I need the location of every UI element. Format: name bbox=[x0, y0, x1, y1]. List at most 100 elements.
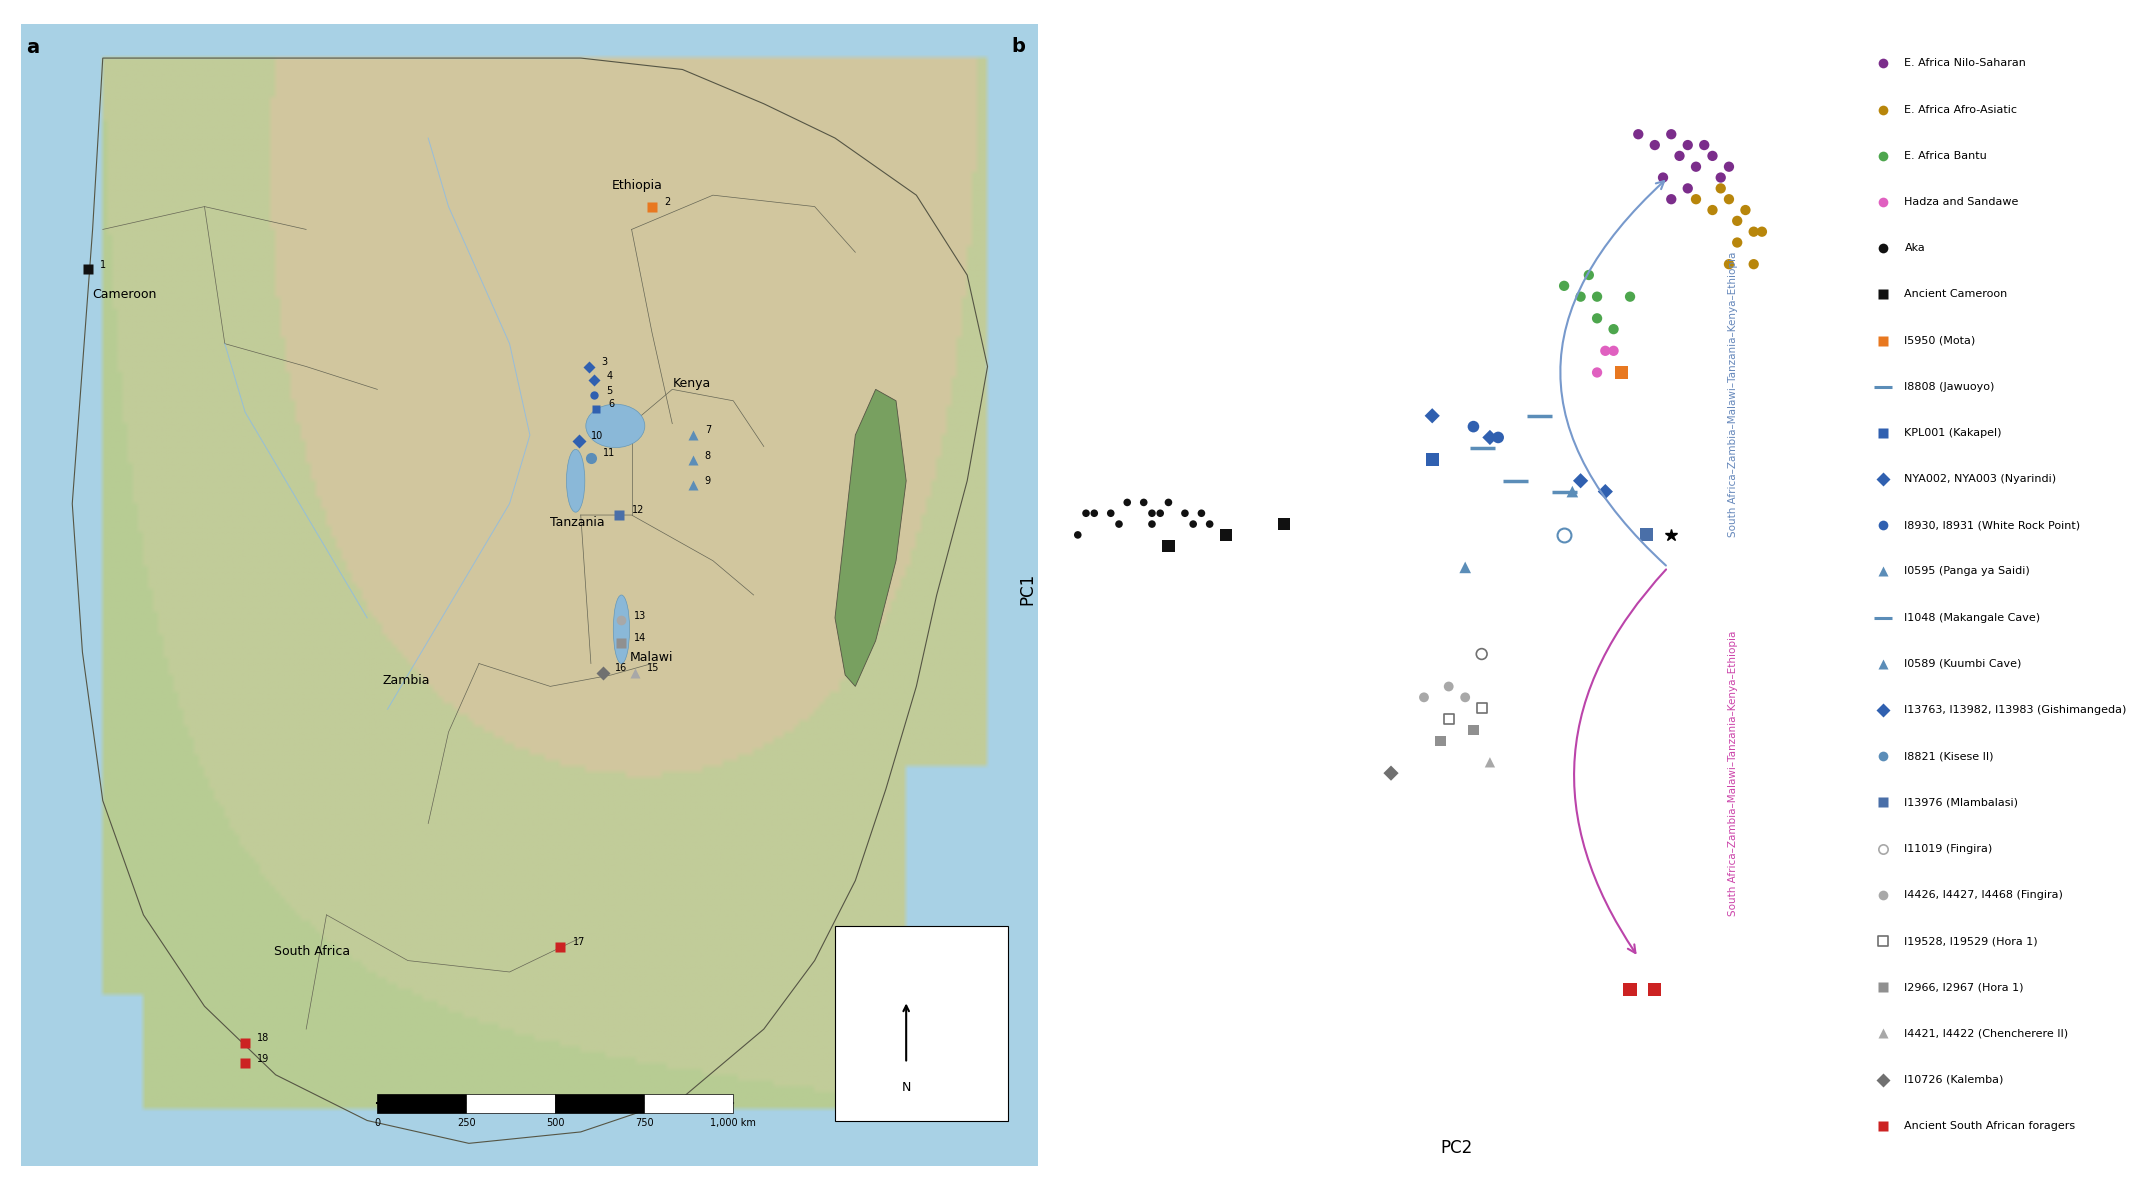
Text: I4426, I4427, I4468 (Fingira): I4426, I4427, I4468 (Fingira) bbox=[1905, 890, 2064, 900]
Text: 14: 14 bbox=[634, 633, 647, 644]
Point bbox=[1184, 503, 1218, 522]
Text: 10: 10 bbox=[591, 431, 604, 441]
Point bbox=[1548, 276, 1582, 295]
Point bbox=[1606, 363, 1640, 382]
Text: E. Africa Nilo-Saharan: E. Africa Nilo-Saharan bbox=[1905, 58, 2025, 68]
Point bbox=[1687, 136, 1721, 155]
Point bbox=[1432, 709, 1467, 728]
Text: b: b bbox=[1013, 37, 1026, 56]
Point bbox=[1745, 223, 1779, 242]
Ellipse shape bbox=[587, 405, 644, 447]
Point bbox=[1704, 168, 1738, 187]
Point bbox=[1473, 428, 1507, 447]
Point bbox=[1060, 525, 1094, 544]
Point bbox=[1456, 416, 1490, 436]
Point bbox=[1548, 525, 1582, 544]
Point bbox=[1424, 731, 1458, 750]
Point bbox=[1375, 764, 1409, 783]
Point bbox=[1554, 482, 1589, 501]
Text: Tanzania: Tanzania bbox=[550, 516, 606, 530]
Text: KPL001 (Kakapel): KPL001 (Kakapel) bbox=[1905, 428, 2002, 438]
Point bbox=[1679, 189, 1713, 208]
Text: I8930, I8931 (White Rock Point): I8930, I8931 (White Rock Point) bbox=[1905, 520, 2081, 531]
Point bbox=[1589, 482, 1623, 501]
Text: Ancient South African foragers: Ancient South African foragers bbox=[1905, 1121, 2075, 1130]
Text: Aka: Aka bbox=[1905, 243, 1925, 253]
Text: 19: 19 bbox=[257, 1054, 270, 1064]
Point bbox=[1704, 178, 1738, 198]
Point bbox=[1670, 178, 1704, 198]
Text: I13976 (Mlambalasi): I13976 (Mlambalasi) bbox=[1905, 797, 2019, 808]
Text: Kenya: Kenya bbox=[672, 377, 711, 390]
Point bbox=[1175, 514, 1210, 533]
Text: I0589 (Kuumbi Cave): I0589 (Kuumbi Cave) bbox=[1905, 659, 2021, 669]
Point bbox=[1655, 125, 1689, 144]
Polygon shape bbox=[835, 389, 906, 687]
Point bbox=[1109, 493, 1143, 512]
Text: 18: 18 bbox=[257, 1033, 270, 1044]
Text: Zambia: Zambia bbox=[383, 674, 430, 687]
Text: 1: 1 bbox=[101, 259, 105, 270]
Text: 12: 12 bbox=[632, 506, 644, 515]
Point bbox=[1865, 932, 1901, 951]
Point bbox=[1865, 839, 1901, 858]
FancyArrowPatch shape bbox=[1574, 570, 1666, 953]
Text: E. Africa Afro-Asiatic: E. Africa Afro-Asiatic bbox=[1905, 105, 2017, 114]
Text: I10726 (Kalemba): I10726 (Kalemba) bbox=[1905, 1075, 2004, 1084]
Text: I4421, I4422 (Chencherere II): I4421, I4422 (Chencherere II) bbox=[1905, 1028, 2068, 1039]
Text: Malawi: Malawi bbox=[629, 651, 672, 664]
Text: South Africa–Zambia–Malawi–Tanzania–Kenya–Ethiopia: South Africa–Zambia–Malawi–Tanzania–Keny… bbox=[1728, 631, 1738, 916]
Text: I0595 (Panga ya Saidi): I0595 (Panga ya Saidi) bbox=[1905, 566, 2030, 576]
Text: 17: 17 bbox=[572, 938, 584, 947]
Bar bbox=[644, 1095, 732, 1113]
Text: 500: 500 bbox=[546, 1119, 565, 1128]
Point bbox=[1736, 223, 1771, 242]
Point bbox=[1210, 525, 1244, 544]
Text: 4: 4 bbox=[606, 370, 612, 381]
FancyArrowPatch shape bbox=[1561, 181, 1666, 565]
Point bbox=[1193, 514, 1227, 533]
Text: 9: 9 bbox=[704, 476, 711, 486]
Text: Ancient Cameroon: Ancient Cameroon bbox=[1905, 289, 2008, 300]
Text: 0: 0 bbox=[375, 1119, 381, 1128]
Point bbox=[1713, 255, 1747, 274]
Point bbox=[1670, 136, 1704, 155]
Point bbox=[1094, 503, 1128, 522]
Point bbox=[1432, 677, 1467, 696]
Text: 3: 3 bbox=[602, 357, 608, 367]
Point bbox=[1068, 503, 1103, 522]
Text: Cameroon: Cameroon bbox=[92, 288, 156, 301]
Bar bbox=[555, 1095, 644, 1113]
X-axis label: PC2: PC2 bbox=[1441, 1139, 1473, 1157]
Text: South Africa–Zambia–Malawi–Tanzania–Kenya–Ethiopia: South Africa–Zambia–Malawi–Tanzania–Keny… bbox=[1728, 251, 1738, 537]
Point bbox=[1719, 233, 1753, 252]
Point bbox=[1580, 363, 1614, 382]
Point bbox=[1167, 503, 1201, 522]
Point bbox=[1696, 200, 1730, 219]
Point bbox=[1638, 136, 1672, 155]
Text: N: N bbox=[901, 1081, 910, 1094]
Text: 6: 6 bbox=[608, 399, 614, 409]
Point bbox=[1415, 450, 1449, 469]
Text: I2966, I2967 (Hora 1): I2966, I2967 (Hora 1) bbox=[1905, 982, 2023, 992]
Point bbox=[1126, 493, 1160, 512]
Point bbox=[1580, 287, 1614, 306]
Point bbox=[1135, 514, 1169, 533]
Text: South Africa: South Africa bbox=[274, 945, 349, 958]
Point bbox=[1415, 406, 1449, 425]
Point bbox=[1612, 287, 1646, 306]
Text: Hadza and Sandawe: Hadza and Sandawe bbox=[1905, 198, 2019, 207]
Y-axis label: PC1: PC1 bbox=[1019, 572, 1036, 606]
Text: 5: 5 bbox=[606, 386, 612, 395]
Text: 13: 13 bbox=[634, 610, 647, 620]
Point bbox=[1597, 342, 1631, 361]
Text: I8821 (Kisese II): I8821 (Kisese II) bbox=[1905, 751, 1993, 762]
Text: E. Africa Bantu: E. Africa Bantu bbox=[1905, 151, 1987, 161]
Point bbox=[1447, 558, 1482, 577]
Point bbox=[1597, 320, 1631, 339]
Point bbox=[1589, 342, 1623, 361]
Point bbox=[1135, 503, 1169, 522]
Point bbox=[1728, 200, 1762, 219]
Point bbox=[1713, 189, 1747, 208]
Text: 16: 16 bbox=[614, 663, 627, 674]
